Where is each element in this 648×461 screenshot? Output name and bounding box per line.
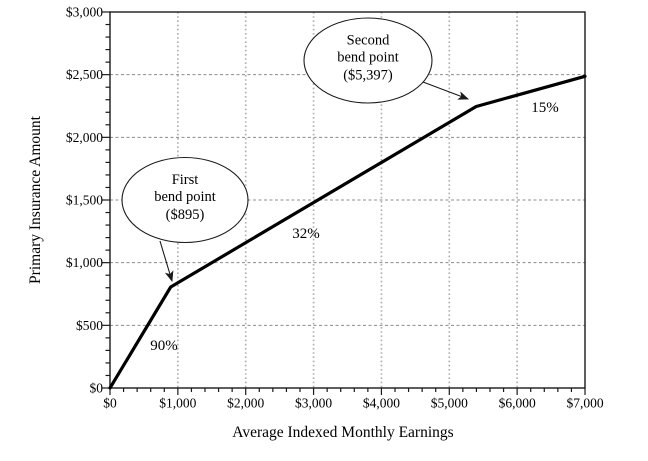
y-tick-label: $0: [90, 381, 104, 396]
y-tick-label: $2,500: [66, 67, 103, 82]
first-bend-point-ellipse: [121, 156, 249, 244]
segment-rate-label: 32%: [292, 226, 320, 242]
x-tick-label: $6,000: [499, 396, 536, 411]
benefit-formula-line: [108, 74, 587, 390]
data-series: [108, 74, 587, 390]
annotations: 90% 32% 15% First bend point ($895) Second bend…: [121, 17, 559, 354]
y-tick-label: $1,000: [66, 255, 103, 270]
segment-rate-label: 90%: [150, 338, 178, 354]
x-tick-label: $5,000: [431, 396, 468, 411]
y-tick-label: $2,000: [66, 130, 103, 145]
y-tick-label: $1,500: [66, 193, 103, 208]
x-tick-label: $0: [103, 396, 117, 411]
first-bend-point-callout: First bend point ($895): [121, 156, 249, 283]
first-bend-point-label: First bend point ($895): [154, 172, 216, 223]
y-tick-label: $3,000: [66, 5, 103, 20]
x-axis-title: Average Indexed Monthly Earnings: [232, 424, 453, 441]
second-bend-point-arrow: [422, 81, 470, 100]
x-tick-label: $3,000: [295, 396, 332, 411]
second-bend-point-label: Second bend point ($5,397): [337, 33, 399, 84]
segment-rate-label: 15%: [531, 100, 559, 116]
second-bend-point-callout: Second bend point ($5,397): [303, 17, 470, 104]
first-bend-point-arrow: [159, 240, 174, 283]
x-tick-label: $1,000: [159, 396, 196, 411]
y-tick-label: $500: [76, 318, 103, 333]
second-bend-point-ellipse: [303, 17, 433, 104]
x-tick-label: $2,000: [227, 396, 264, 411]
axes: $0 $1,000 $2,000 $3,000 $4,000 $5,000 $6,000 $7…: [66, 5, 604, 411]
x-tick-label: $7,000: [566, 396, 603, 411]
y-axis-title: Primary Insurance Amount: [27, 115, 44, 284]
x-tick-label: $4,000: [363, 396, 400, 411]
